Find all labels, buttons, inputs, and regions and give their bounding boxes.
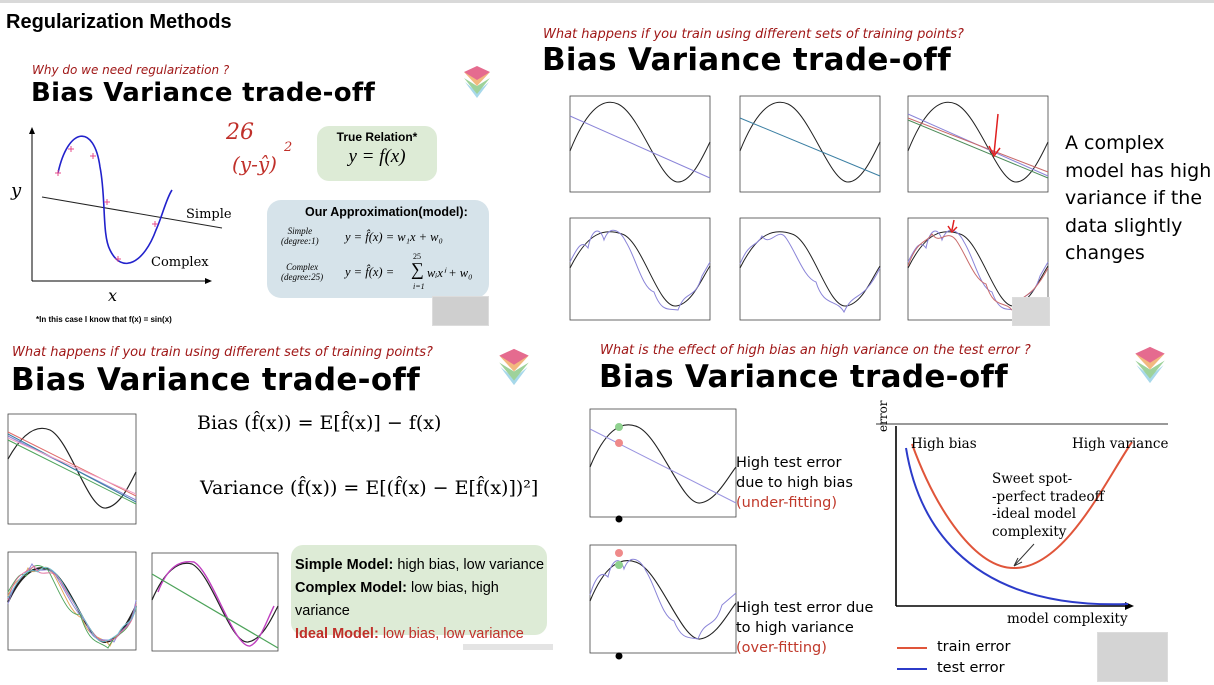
q3-subtitle: What happens if you train using differen… <box>12 345 433 360</box>
sum-symbol: ∑ <box>411 259 424 279</box>
chart-y-label: error <box>876 400 890 432</box>
true-relation-box: True Relation* y = f(x) <box>317 126 437 181</box>
q1-axis-y: y <box>11 180 22 201</box>
approximation-title: Our Approximation(model): <box>305 205 468 219</box>
webcam-thumbnail-3 <box>1097 632 1168 682</box>
complex-model-row: Complex Model: low bias, high variance <box>295 580 499 619</box>
simple-model-row: Simple Model: high bias, low variance <box>295 557 545 573</box>
model-summary-box: Simple Model: high bias, low variance Co… <box>291 545 547 642</box>
true-relation-title: True Relation* <box>336 130 418 144</box>
sum-upper-limit: 25 <box>413 252 421 261</box>
chart-high-bias-label: High bias <box>911 436 977 452</box>
complex-model-label: Complex (degree:25) <box>281 262 324 282</box>
sum-lower-limit: i=1 <box>413 282 425 291</box>
q1-axis-x: x <box>108 286 118 305</box>
q2-subtitle: What happens if you train using differen… <box>543 27 964 42</box>
q1-title: Bias Variance trade-off <box>31 78 376 108</box>
top-border <box>0 0 1214 3</box>
ideal-model-row: Ideal Model: low bias, low variance <box>295 626 524 642</box>
layers-logo-icon-2 <box>499 348 529 386</box>
q2-title: Bias Variance trade-off <box>542 42 952 78</box>
legend-train-label: train error <box>937 639 1011 655</box>
complex-model-equation-left: y = f̂(x) = <box>345 265 395 279</box>
true-relation-equation: y = f(x) <box>348 146 406 167</box>
q1-footnote: *In this case I know that f(x) = sin(x) <box>36 315 172 324</box>
page-title: Regularization Methods <box>6 11 232 33</box>
layers-logo-icon <box>464 66 490 98</box>
q2-plot-grid <box>569 95 1049 321</box>
over-fitting-note: High test error due to high variance (ov… <box>736 600 874 656</box>
handwritten-note-exponent: 2 <box>284 140 293 155</box>
simple-model-equation: y = f̂(x) = w₁x + w₀ <box>345 230 443 244</box>
bias-equation: Bias (f̂(x)) = E[f̂(x)] − f(x) <box>197 412 442 434</box>
q3-left-plots <box>7 413 137 651</box>
q2-side-note: A complex model has high variance if the… <box>1065 132 1212 264</box>
q3-middle-plot <box>151 552 279 652</box>
q1-label-simple: Simple <box>186 207 232 222</box>
webcam-thumbnail-1 <box>432 296 489 326</box>
legend-train-swatch <box>897 647 927 649</box>
q1-fit-plot <box>29 127 223 284</box>
under-fitting-note: High test error due to high bias (under-… <box>736 455 853 511</box>
legend-test-label: test error <box>937 660 1005 676</box>
q1-subtitle: Why do we need regularization ? <box>32 63 230 77</box>
approximation-box: Our Approximation(model): Simple (degree:… <box>267 200 489 298</box>
handwritten-note-number: 26 <box>226 120 254 145</box>
chart-x-label: model complexity <box>1007 611 1128 627</box>
webcam-thumbnail-2 <box>1012 297 1050 326</box>
chart-high-variance-label: High variance <box>1072 436 1169 452</box>
sweet-spot-annotation: Sweet spot- -perfect tradeoff -ideal mod… <box>992 471 1105 540</box>
q4-fit-plots <box>589 408 737 660</box>
complex-model-equation-right: wᵢxⁱ + w₀ <box>427 266 473 280</box>
q3-bottom-fade <box>463 644 553 650</box>
legend-test-swatch <box>897 668 927 670</box>
handwritten-note-formula: (y-ŷ) <box>232 152 277 176</box>
error-complexity-chart <box>876 423 1168 610</box>
q3-title: Bias Variance trade-off <box>11 362 421 398</box>
q1-label-complex: Complex <box>151 255 209 270</box>
q4-subtitle: What is the effect of high bias an high … <box>600 343 1031 358</box>
q4-title: Bias Variance trade-off <box>599 359 1009 395</box>
variance-equation: Variance (f̂(x)) = E[(f̂(x) − E[f̂(x)])²… <box>200 477 539 499</box>
layers-logo-icon-3 <box>1135 346 1165 384</box>
simple-model-label: Simple (degree:1) <box>281 226 319 246</box>
